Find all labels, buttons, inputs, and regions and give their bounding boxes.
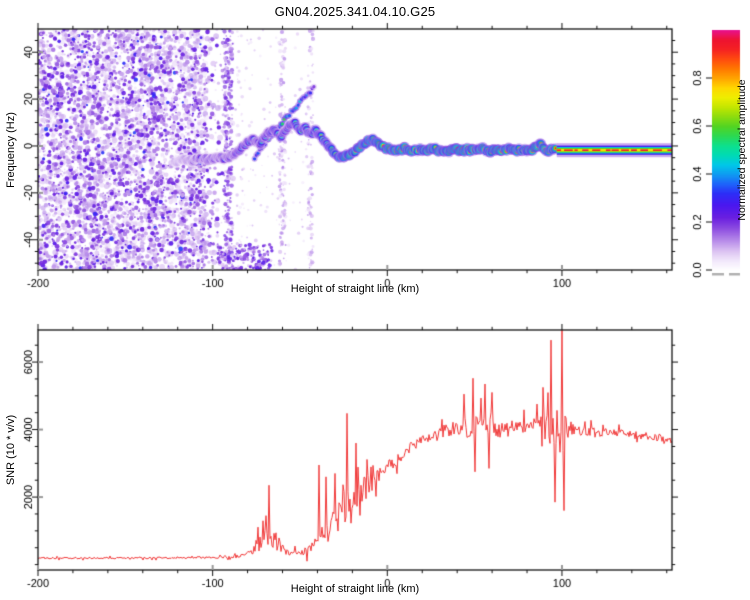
snr-x-axis-label: Height of straight line (km) <box>290 583 420 595</box>
snr-y-axis-label: SNR (10 * v/v) <box>5 414 17 486</box>
figure-title: GN04.2025.341.04.10.G25 <box>274 4 436 19</box>
colorbar-label: Normalized spectral amplitude <box>736 79 748 221</box>
spectrogram-y-axis-label: Frequency (Hz) <box>5 112 17 188</box>
spectrogram-x-axis-label: Height of straight line (km) <box>290 283 420 295</box>
